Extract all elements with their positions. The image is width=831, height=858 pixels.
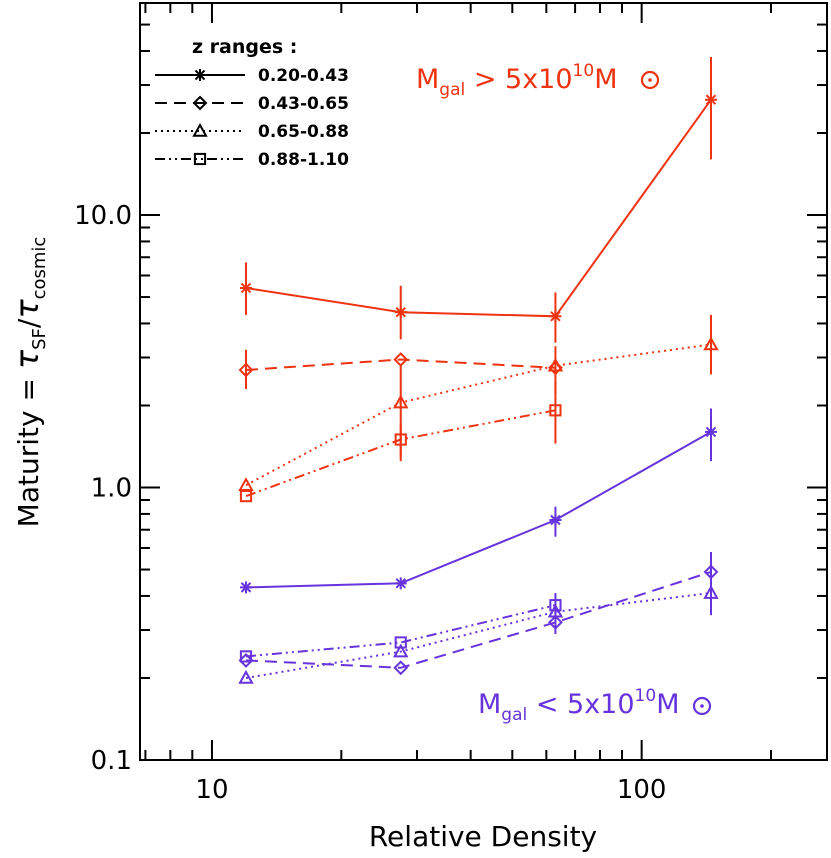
series-high-z-0.65-0.88 bbox=[238, 314, 719, 491]
asterisk-marker bbox=[549, 513, 562, 526]
diamond-marker bbox=[238, 652, 254, 668]
series-layer bbox=[238, 57, 719, 684]
triangle-marker bbox=[238, 669, 254, 684]
asterisk-marker bbox=[394, 306, 407, 319]
asterisk-marker bbox=[704, 425, 717, 438]
x-tick-label: 100 bbox=[617, 775, 667, 805]
low-mass-annotation: Mgal < 5x1010M bbox=[478, 686, 679, 725]
triangle-marker bbox=[192, 122, 208, 137]
asterisk-marker bbox=[239, 581, 252, 594]
legend-label: 0.65-0.88 bbox=[258, 122, 349, 142]
diamond-marker bbox=[548, 614, 563, 630]
legend: z ranges : 0.20-0.430.43-0.650.65-0.880.… bbox=[155, 36, 349, 170]
square-marker bbox=[549, 599, 562, 612]
square-marker bbox=[239, 650, 253, 663]
y-tick-label: 10.0 bbox=[74, 201, 132, 231]
square-marker bbox=[239, 490, 253, 503]
triangle-marker bbox=[703, 584, 719, 599]
series-low-z-0.88-1.10 bbox=[239, 593, 562, 663]
diamond-marker bbox=[238, 362, 254, 378]
triangle-marker bbox=[393, 643, 409, 658]
legend-title: z ranges : bbox=[192, 36, 297, 58]
diamond-marker bbox=[703, 564, 719, 580]
square-marker bbox=[394, 636, 407, 649]
asterisk-marker bbox=[239, 281, 252, 294]
series-line bbox=[245, 592, 712, 679]
series-low-z-0.65-0.88 bbox=[238, 579, 719, 684]
asterisk-marker bbox=[704, 93, 717, 106]
x-axis-title: Relative Density bbox=[369, 820, 597, 853]
triangle-marker bbox=[238, 477, 254, 491]
diamond-marker bbox=[393, 660, 409, 676]
diamond-marker bbox=[192, 95, 208, 111]
asterisk-marker bbox=[394, 577, 407, 590]
triangle-marker bbox=[703, 336, 719, 351]
asterisk-marker bbox=[549, 310, 562, 323]
legend-entry: 0.88-1.10 bbox=[155, 150, 349, 170]
legend-entry: 0.20-0.43 bbox=[155, 66, 349, 86]
series-line bbox=[245, 99, 712, 318]
high-mass-annotation: Mgal > 5x1010M bbox=[416, 61, 617, 100]
series-low-z-0.20-0.43 bbox=[239, 408, 717, 594]
legend-entry: 0.43-0.65 bbox=[155, 94, 349, 114]
series-line bbox=[245, 604, 556, 658]
y-axis-title: Maturity = τSF/τcosmic bbox=[8, 237, 50, 528]
diamond-marker bbox=[393, 352, 409, 367]
x-tick-labels: 10 100 bbox=[195, 775, 666, 805]
series-line bbox=[245, 358, 556, 371]
y-tick-labels: 0.1 1.0 10.0 bbox=[74, 201, 132, 776]
series-low-z-0.43-0.65 bbox=[238, 551, 719, 676]
plot-frame bbox=[139, 2, 828, 761]
legend-entries: 0.20-0.43 0.43-0.65 0.65-0.88 0.88-1.10 bbox=[155, 66, 349, 170]
y-tick-label: 1.0 bbox=[91, 474, 132, 504]
x-tick-label: 10 bbox=[195, 775, 228, 805]
y-tick-label: 0.1 bbox=[91, 746, 132, 776]
series-high-z-0.20-0.43 bbox=[239, 57, 717, 343]
legend-label: 0.43-0.65 bbox=[258, 94, 349, 114]
asterisk-marker bbox=[194, 69, 206, 81]
series-line bbox=[245, 343, 712, 487]
square-marker bbox=[193, 152, 207, 166]
sun-symbol-icon bbox=[640, 70, 660, 90]
series-line bbox=[245, 431, 712, 589]
axis-ticks bbox=[140, 3, 827, 761]
sun-symbol-icon bbox=[692, 696, 712, 716]
square-marker bbox=[549, 404, 562, 417]
legend-label: 0.20-0.43 bbox=[258, 66, 349, 86]
legend-entry: 0.65-0.88 bbox=[155, 122, 349, 142]
legend-label: 0.88-1.10 bbox=[258, 150, 349, 170]
square-marker bbox=[394, 433, 407, 446]
series-high-z-0.88-1.10 bbox=[239, 381, 562, 503]
triangle-marker bbox=[547, 357, 564, 372]
triangle-marker bbox=[393, 394, 409, 409]
